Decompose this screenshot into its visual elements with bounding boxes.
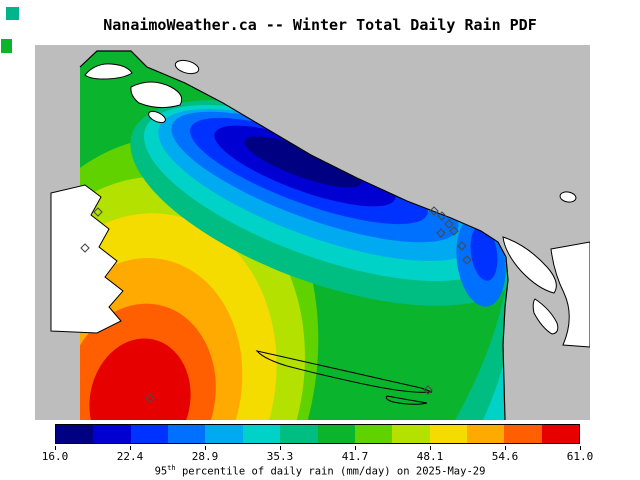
contour-band-cyan-corner [483,347,508,420]
colorbar-tick-label: 61.0 [566,450,594,463]
colorbar-tick-label: 28.9 [191,450,219,463]
stray-swatch-1 [6,7,19,20]
island-sliver-south-1 [255,350,433,393]
colorbar-band [392,425,430,443]
colorbar-band [130,425,169,443]
colorbar-band [354,425,393,443]
station-marker [449,226,459,236]
station-marker [145,393,155,403]
colorbar-tick-label: 35.3 [266,450,294,463]
rain-contour-map [35,45,590,420]
caption-base: 95 [154,465,168,478]
islet-north [174,59,200,75]
colorbar-tick [355,446,356,450]
colorbar-band [466,425,505,443]
colorbar-tick [55,446,56,450]
station-marker [444,219,454,229]
station-markers [80,206,472,403]
colorbar-band [168,425,206,443]
colorbar [55,424,580,444]
colorbar-tick [505,446,506,450]
colorbar-band [504,425,542,443]
island-northwest-2 [130,81,183,109]
colorbar-band [93,425,131,443]
station-marker [462,255,472,265]
colorbar-tick-label: 16.0 [41,450,69,463]
contour-band-teal-corner [455,275,508,420]
colorbar-ticks: 16.0 22.4 28.9 35.3 41.7 48.1 54.6 61.0 [42,446,593,464]
colorbar-tick-label: 54.6 [491,450,519,463]
colorbar-tick [130,446,131,450]
colorbar-caption: 95th percentile of daily rain (mm/day) o… [0,464,640,478]
colorbar-band [429,425,467,443]
colorbar-tick-label: 22.4 [116,450,144,463]
colorbar-band [317,425,355,443]
colorbar-band [56,425,94,443]
contour-band-navy-min [244,136,362,188]
colorbar-band [541,425,580,443]
coastline [79,50,509,420]
station-marker [93,207,103,217]
station-marker [423,385,433,395]
colorbar-band [280,425,318,443]
east-mainland-coast [550,241,590,348]
islet-east [559,191,577,203]
colorbar-tick [430,446,431,450]
station-marker [429,206,439,216]
island-sliver-south-2 [385,395,428,405]
stray-swatch-2 [1,39,12,53]
island-chain-east-1 [502,236,557,294]
station-marker [80,243,90,253]
island-northwest-1 [84,63,133,80]
island-chain-east-2 [532,298,559,335]
contour-band-red-max [89,338,191,420]
west-coast-headland [50,184,124,334]
colorbar-tick-label: 48.1 [416,450,444,463]
colorbar-tick [580,446,581,450]
colorbar-tick [205,446,206,450]
station-marker [437,211,447,221]
station-marker [457,241,467,251]
colorbar-band [242,425,281,443]
islet-north-small [148,110,166,124]
caption-rest: percentile of daily rain (mm/day) on 202… [175,465,486,478]
page-title: NanaimoWeather.ca -- Winter Total Daily … [103,16,537,34]
colorbar-band [205,425,243,443]
colorbar-tick-label: 41.7 [341,450,369,463]
caption-superscript: th [167,464,176,472]
colorbar-tick [280,446,281,450]
station-marker [436,228,446,238]
contour-pocket-deepblue [470,225,498,281]
